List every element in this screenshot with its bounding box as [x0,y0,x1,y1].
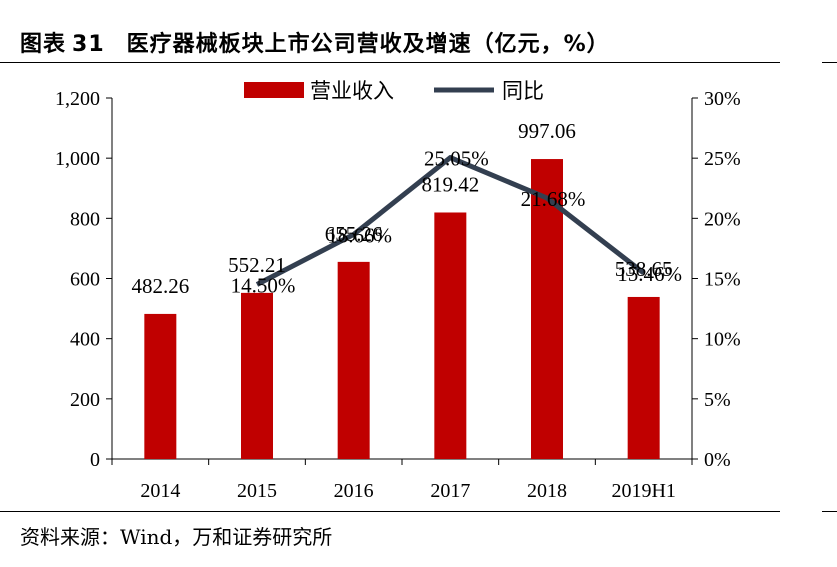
bar-value-label: 552.21 [228,253,286,277]
title-rule-tail [822,62,837,63]
x-tick-label: 2014 [140,480,180,502]
y-right-tick-label: 15% [704,269,741,291]
bar-revenue [144,313,177,459]
source-rule [0,511,780,512]
y-right-tick-label: 20% [704,208,741,230]
source-rule-tail [822,511,837,512]
legend-swatch-revenue [244,82,304,98]
title-rule [0,62,780,63]
title-text: 医疗器械板块上市公司营收及增速（亿元，%） [126,32,610,57]
y-right-tick-label: 30% [704,88,741,110]
chart-title: 图表 31 医疗器械板块上市公司营收及增速（亿元，%） [20,26,610,58]
x-tick-label: 2015 [237,480,277,502]
bar-revenue [337,261,370,459]
y-left-tick-label: 600 [70,269,100,291]
line-value-label: 18.66% [327,223,392,247]
line-value-label: 21.68% [521,187,586,211]
y-left-tick-label: 200 [70,389,100,411]
x-tick-label: 2019H1 [611,480,675,502]
y-left-tick-label: 0 [90,449,100,471]
x-tick-label: 2016 [334,480,374,502]
bar-revenue [241,292,273,459]
bar-value-label: 655.26 [325,222,383,246]
y-left-tick-label: 1,200 [55,88,100,110]
legend-label-yoy: 同比 [502,79,544,103]
y-left-tick-label: 800 [70,208,100,230]
x-tick-label: 2017 [430,480,470,502]
title-label: 图表 [20,32,67,57]
bar-value-label: 819.42 [421,172,479,196]
legend-label-revenue: 营业收入 [310,79,394,103]
line-value-label: 15.46% [617,262,682,286]
bar-value-label: 538.65 [615,257,673,281]
bar-revenue [434,212,467,459]
y-left-tick-label: 1,000 [55,148,100,170]
y-right-tick-label: 5% [704,389,731,411]
title-number: 31 [72,32,105,57]
y-right-tick-label: 0% [704,449,731,471]
line-value-label: 25.05% [424,147,489,171]
line-value-label: 14.50% [231,274,296,298]
y-right-tick-label: 25% [704,148,741,170]
bar-revenue [627,296,660,459]
y-left-tick-label: 400 [70,329,100,351]
y-right-tick-label: 10% [704,329,741,351]
x-tick-label: 2018 [527,480,567,502]
line-yoy [255,155,646,287]
source-note: 资料来源：Wind，万和证券研究所 [20,525,333,549]
bar-value-label: 482.26 [131,274,189,298]
bar-value-label: 997.06 [518,119,576,143]
